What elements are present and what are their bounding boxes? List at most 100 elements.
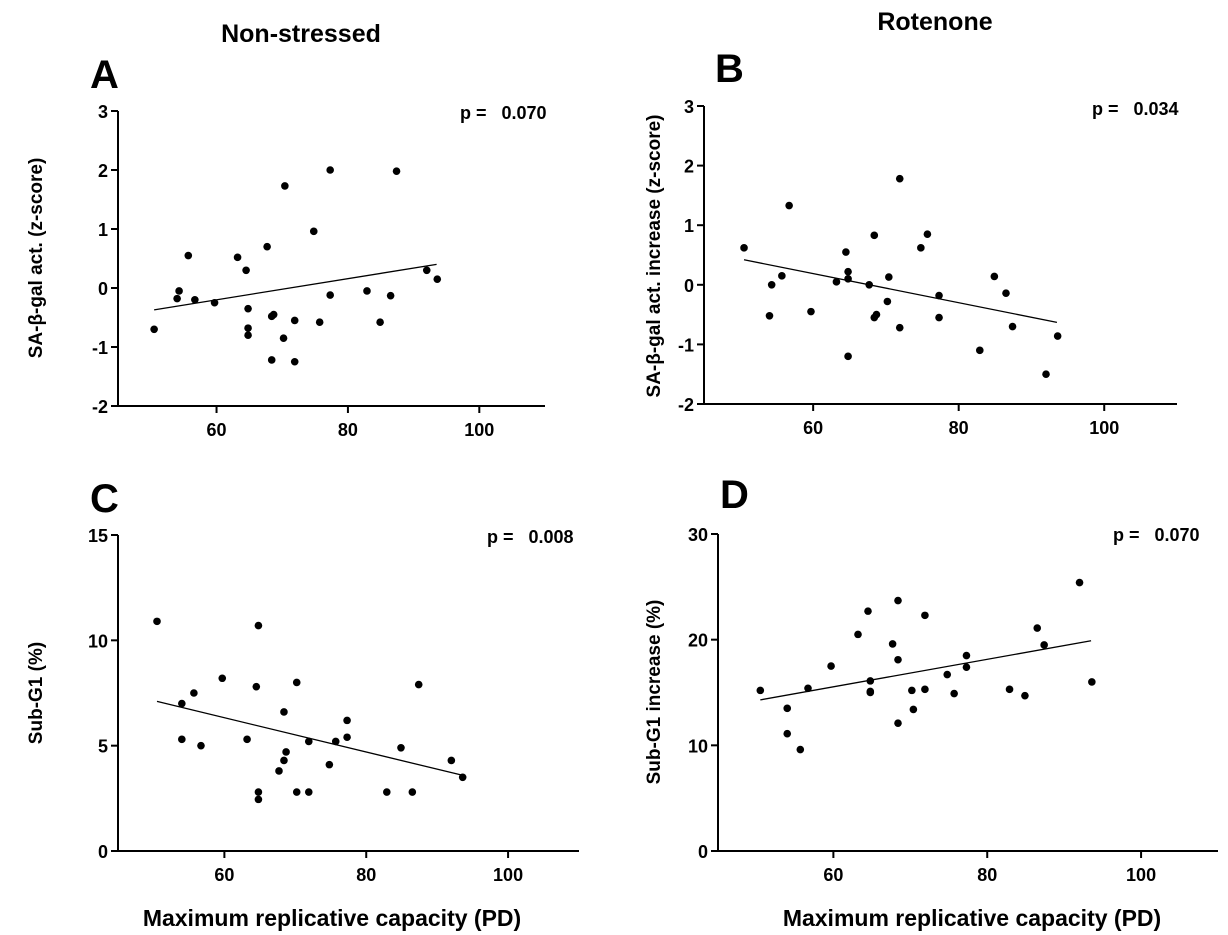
data-point-c [254,621,263,630]
data-point-c [178,699,186,708]
data-point-a [210,298,219,307]
x-axis-label-right: Maximum replicative capacity (PD) [783,905,1161,931]
data-point-a [267,356,276,364]
panel-b: Bp = 0.034 SA-β-gal act. increase (z-scor… [644,47,1179,438]
data-point-c [382,788,391,796]
data-point-d [908,686,916,695]
y-tick-label-b: 1 [684,216,694,236]
data-point-d [1021,691,1029,700]
data-point-a [376,318,384,327]
data-point-b [844,267,852,276]
y-tick-label-b: 2 [684,157,694,177]
data-point-b [870,231,879,240]
y-tick-label-c: 10 [88,631,108,651]
y-tick-label-b: -2 [678,395,694,415]
data-point-a [309,227,318,236]
data-point-c [325,760,334,769]
y-tick-label-a: 2 [98,161,108,181]
x-tick-label-b: 60 [803,418,823,438]
y-tick-label-a: 1 [98,220,108,240]
data-point-c [254,788,263,796]
p-value-annotation-a: p = 0.070 [460,103,547,123]
data-point-c [331,737,340,746]
data-point-c [282,748,290,756]
data-point-b [765,311,774,320]
y-tick-label-d: 0 [698,842,708,862]
data-point-c [190,689,198,697]
data-point-c [153,617,161,626]
data-point-d [1088,678,1096,686]
data-point-d [783,704,792,713]
y-tick-label-c: 5 [98,737,108,757]
panel-c: Cp = 0.008 Sub-G1 (%) 0 5 10 15 60 80 100 [26,477,579,885]
data-point-b [842,248,850,256]
data-point-b [935,291,943,300]
panel-d: Dp = 0.070 Sub-G1 increase (%) 0 10 20 30 60 80… [644,473,1218,885]
y-axis-label-c: Sub-G1 (%) [26,642,47,744]
data-point-c [414,680,423,689]
data-point-a [263,242,271,251]
data-point-a [433,275,442,283]
data-point-a [242,266,250,275]
data-point-d [827,662,835,670]
regression-line-b [743,259,1058,323]
data-point-d [950,689,958,698]
data-point-c [252,682,261,691]
regression-line-d [760,640,1092,701]
y-tick-label-d: 10 [688,736,708,756]
data-point-d [894,596,902,605]
data-point-c [292,678,301,687]
data-point-d [894,655,902,664]
x-tick-label-d: 100 [1126,865,1156,885]
data-point-b [865,281,873,289]
panels: Ap = 0.070 SA-β-gal act. (z-score) -2 -1 0 1 2… [26,47,1218,885]
data-point-c [280,756,288,765]
data-point-b [917,244,925,252]
y-tick-label-a: -1 [92,338,108,358]
y-tick-label-d: 20 [688,631,708,651]
x-tick-label-b: 100 [1089,418,1119,438]
x-tick-label-c: 60 [214,865,234,885]
data-point-d [854,630,862,639]
data-point-a [269,310,278,319]
data-point-b [807,307,815,316]
data-point-d [921,685,929,694]
data-point-b [785,201,793,210]
column-title-rotenone: Rotenone [877,8,992,36]
data-point-b [895,323,904,332]
data-point-c [304,737,313,746]
data-point-b [844,275,852,283]
data-point-c [280,708,288,716]
data-point-d [894,719,902,727]
panel-letter-a: A [90,53,119,97]
data-point-a [386,291,395,300]
data-point-b [872,310,881,319]
data-point-a [175,287,183,295]
data-point-a [392,167,401,175]
data-point-d [796,745,805,754]
y-axis-label-b: SA-β-gal act. increase (z-score) [644,115,665,398]
data-point-a [191,296,199,304]
p-value-annotation-d: p = 0.070 [1113,525,1200,545]
panel-a: Ap = 0.070 SA-β-gal act. (z-score) -2 -1 0 1 2… [26,53,547,440]
x-tick-label-a: 100 [464,420,494,440]
data-point-b [885,273,893,281]
data-point-d [866,677,875,685]
y-tick-label-a: -2 [92,397,108,417]
x-tick-label-a: 60 [207,420,227,440]
x-tick-label-d: 60 [823,865,843,885]
data-point-d [1033,624,1042,632]
data-point-d [1005,685,1014,694]
data-point-a [244,324,252,332]
data-point-a [244,304,252,313]
data-point-b [1002,289,1010,297]
data-point-a [150,325,158,334]
y-tick-label-a: 3 [98,102,108,122]
y-tick-label-b: 0 [684,276,694,296]
data-point-b [832,278,841,286]
data-point-a [326,291,334,299]
regression-line-a [154,263,437,311]
data-point-c [292,788,301,796]
data-point-c [254,795,263,804]
